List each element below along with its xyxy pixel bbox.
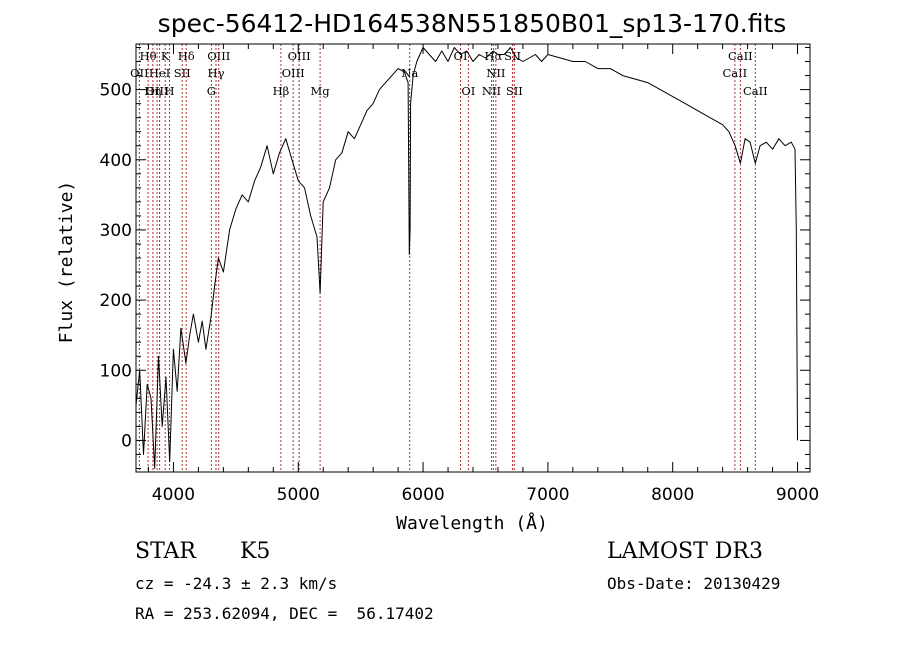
spectrum-line xyxy=(135,47,798,469)
x-tick-label-2: 6000 xyxy=(401,485,444,505)
chart-title: spec-56412-HD164538N551850B01_sp13-170.f… xyxy=(158,9,787,38)
spectral-line-label-17: OI xyxy=(454,49,468,63)
spectral-line-label-20: Hα xyxy=(484,49,502,63)
spectral-line-label-15: Mg xyxy=(311,84,331,98)
observation-date: Obs-Date: 20130429 xyxy=(607,574,781,593)
spectrum-layer xyxy=(135,47,798,469)
spectral-line-label-9: G xyxy=(207,84,216,98)
spectral-line-label-25: CaII xyxy=(728,49,753,63)
object-class: STAR xyxy=(135,539,196,564)
survey-name: LAMOST DR3 xyxy=(607,539,763,564)
axes xyxy=(135,43,811,473)
plot-frame xyxy=(135,43,811,473)
x-tick-label-5: 9000 xyxy=(776,485,819,505)
spectral-line-label-16: Na xyxy=(401,66,418,80)
x-axis-label: Wavelength (Å) xyxy=(396,512,548,534)
spectral-line-label-7: SII xyxy=(174,66,191,80)
spectral-line-label-18: OI xyxy=(461,84,475,98)
x-tick-label-0: 4000 xyxy=(152,485,195,505)
y-tick-label-3: 300 xyxy=(100,221,132,241)
x-tick-label-3: 7000 xyxy=(526,485,569,505)
spectral-line-label-8: Hδ xyxy=(178,49,195,63)
spectral-line-label-23: SII xyxy=(506,84,523,98)
redshift-cz: cz = -24.3 ± 2.3 km/s xyxy=(135,574,338,593)
object-subclass: K5 xyxy=(240,539,271,564)
spectral-line-label-1: Hθ xyxy=(140,49,157,63)
spectral-line-label-14: OIII xyxy=(288,49,311,63)
x-tick-label-1: 5000 xyxy=(277,485,320,505)
axis-ticks: 4000 5000 6000 7000 8000 9000 0 100 200 300 400 500 xyxy=(100,44,819,505)
spectral-line-label-26: CaII xyxy=(743,84,768,98)
coordinates: RA = 253.62094, DEC = 56.17402 xyxy=(135,604,434,623)
spectral-line-label-24: CaII xyxy=(722,66,747,80)
y-tick-label-1: 100 xyxy=(100,361,132,381)
y-tick-label-0: 0 xyxy=(121,431,132,451)
spectral-line-label-10: Hγ xyxy=(208,66,225,80)
spectral-line-label-5: HeI xyxy=(149,66,170,80)
spectral-line-label-12: Hβ xyxy=(273,84,290,98)
spectral-line-label-6: H xyxy=(165,84,175,98)
spectral-line-label-11: OIII xyxy=(207,49,230,63)
spectral-line-markers: OIIHθOIIIHηKHeIHSIIHδGHγOIIIHβOIIIOIIIMg… xyxy=(130,44,768,472)
spectral-line-label-22: SII xyxy=(504,49,521,63)
spectral-line-label-13: OIII xyxy=(282,66,305,80)
spectral-line-label-21: NII xyxy=(486,66,505,80)
spectral-line-label-3: Hη xyxy=(144,84,161,98)
y-tick-label-4: 400 xyxy=(100,151,132,171)
spectral-line-label-0: OII xyxy=(130,66,149,80)
spectral-line-label-2: OIII xyxy=(146,84,169,98)
x-tick-label-4: 8000 xyxy=(651,485,694,505)
y-axis-label: Flux (relative) xyxy=(56,181,77,344)
spectral-line-label-19: NII xyxy=(482,84,501,98)
y-tick-label-2: 200 xyxy=(100,291,132,311)
y-tick-label-5: 500 xyxy=(100,81,132,101)
spectral-line-label-4: K xyxy=(161,49,170,63)
